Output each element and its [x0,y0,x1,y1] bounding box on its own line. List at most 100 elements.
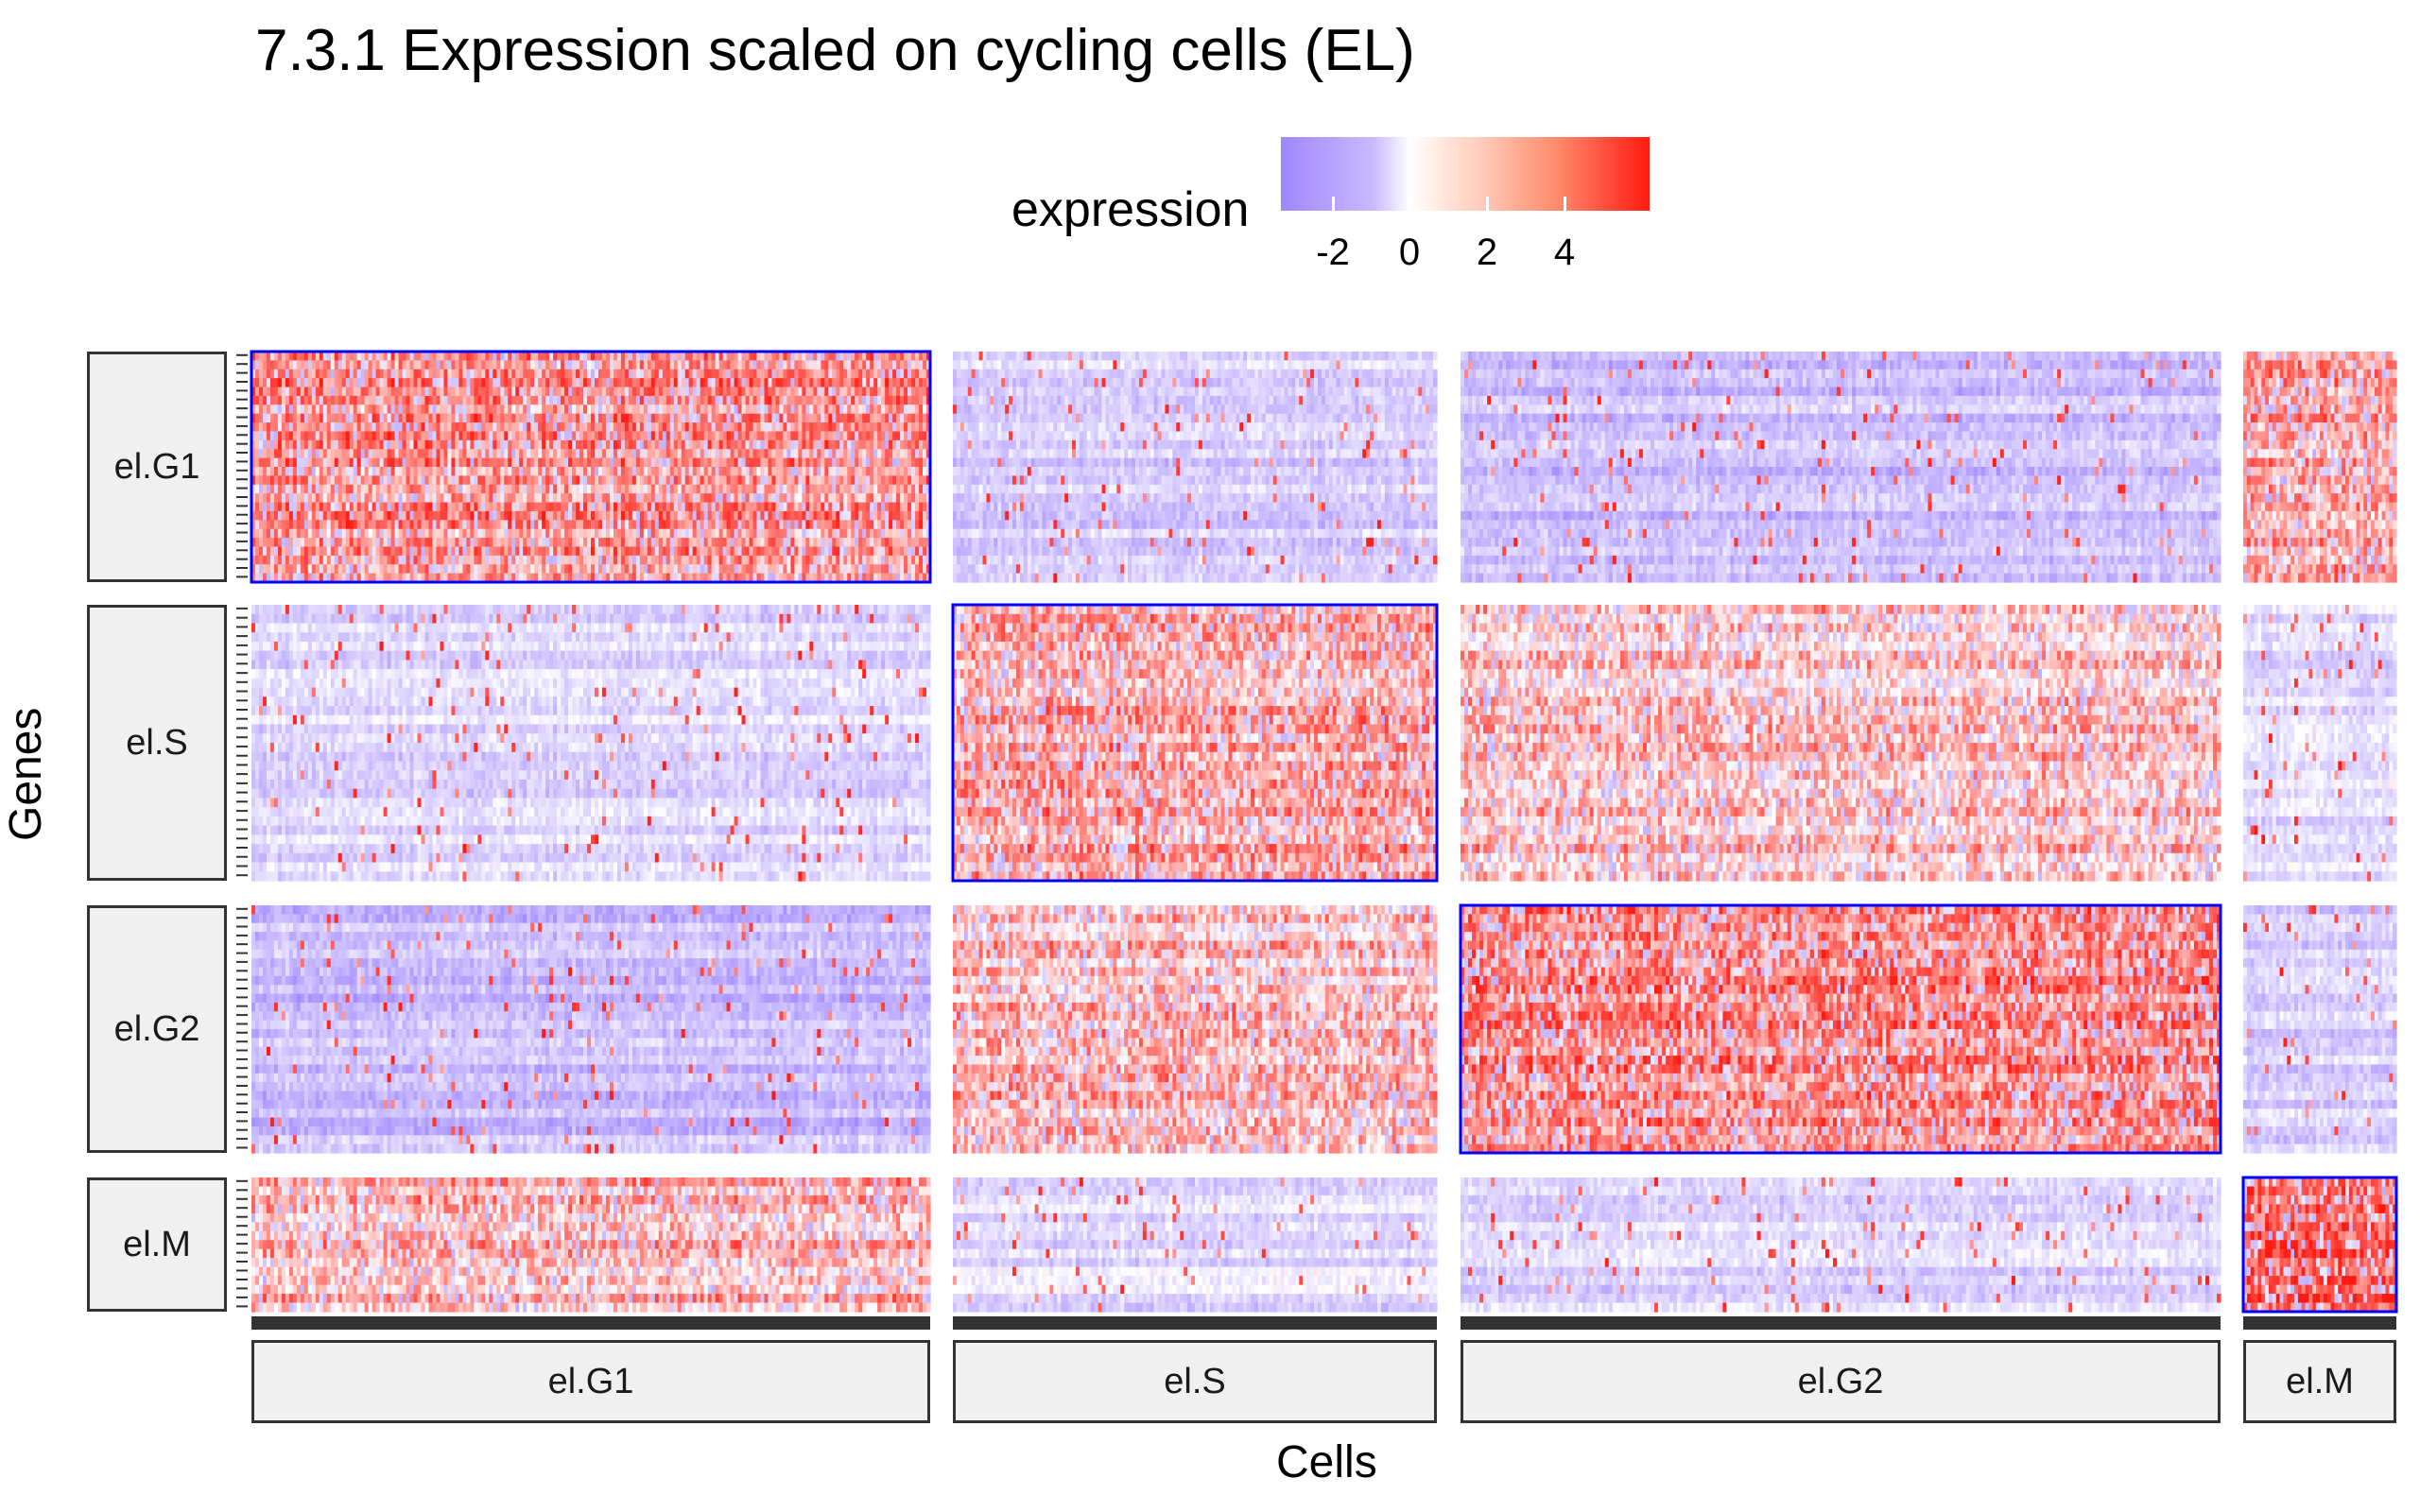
heatmap-cell [477,529,482,539]
heatmap-cell [282,511,286,521]
heatmap-cell [489,360,493,369]
heatmap-cell [451,422,456,432]
heatmap-cell [282,485,286,494]
heatmap-cell [511,538,516,547]
heatmap-cell [312,485,317,494]
heatmap-cell [523,493,527,503]
heatmap-cell [614,414,618,423]
heatmap-cell [474,467,478,476]
heatmap-cell [557,458,562,468]
heatmap-cell [466,546,471,556]
heatmap-cell [376,387,381,397]
heatmap-cell [384,449,389,458]
heatmap-cell [278,546,283,556]
heatmap-cell [270,485,275,494]
heatmap-cell [422,467,426,476]
heatmap-cell [485,369,490,379]
heatmap-cell [519,431,524,440]
heatmap-cell [388,475,392,485]
heatmap-cell [308,556,313,565]
heatmap-cell [338,503,343,512]
heatmap-cell [323,458,328,468]
heatmap-cell [323,546,328,556]
heatmap-cell [331,520,336,529]
heatmap-cell [527,440,531,450]
heatmap-cell [338,404,343,414]
gene-tick [236,363,248,365]
heatmap-cell [500,467,505,476]
heatmap-cell [583,431,588,440]
heatmap-cell [312,404,317,414]
heatmap-cell [504,449,509,458]
heatmap-cell [365,422,370,432]
heatmap-cell [610,529,614,539]
heatmap-cell [436,414,441,423]
heatmap-cell [414,440,419,450]
heatmap-cell [354,546,358,556]
heatmap-cell [568,503,573,512]
heatmap-cell [357,564,362,574]
heatmap-cell [606,360,611,369]
heatmap-cell [485,387,490,397]
heatmap-cell [527,458,531,468]
gene-tick [236,354,248,356]
heatmap-cell [424,511,429,521]
heatmap-cell [606,467,611,476]
heatmap-cell [579,538,584,547]
heatmap-cell [361,503,366,512]
heatmap-cell [346,422,351,432]
heatmap-cell [527,529,531,539]
heatmap-cell [399,485,404,494]
heatmap-cell [267,431,271,440]
heatmap-cell [399,440,404,450]
heatmap-cell [357,529,362,539]
heatmap-cell [451,458,456,468]
heatmap-cell [598,564,603,574]
heatmap-cell [270,529,275,539]
heatmap-cell [534,520,539,529]
heatmap-cell [350,431,354,440]
heatmap-cell [545,360,550,369]
heatmap-cell [606,431,611,440]
heatmap-cell [591,503,596,512]
heatmap-cell [350,556,354,565]
heatmap-cell [564,503,569,512]
heatmap-cell [312,449,317,458]
heatmap-cell [395,503,400,512]
heatmap-cell [369,564,373,574]
heatmap-cell [579,422,584,432]
heatmap-cell [470,378,475,387]
heatmap-cell [342,378,347,387]
heatmap-cell [466,556,471,565]
heatmap-cell [614,449,618,458]
heatmap-cell [519,538,524,547]
heatmap-cell [561,369,565,379]
heatmap-cell [614,467,618,476]
heatmap-cell [496,556,501,565]
heatmap-cell [602,485,607,494]
heatmap-cell [511,475,516,485]
gene-tick [236,443,248,445]
heatmap-cell [346,520,351,529]
heatmap-cell [587,564,592,574]
heatmap-cell [342,369,347,379]
heatmap-cell [455,369,459,379]
heatmap-cell [278,538,283,547]
heatmap-cell [553,529,558,539]
heatmap-cell [323,538,328,547]
heatmap-cell [583,414,588,423]
heatmap-cell [534,564,539,574]
heatmap-cell [598,529,603,539]
heatmap-cell [572,431,577,440]
heatmap-cell [338,556,343,565]
heatmap-cell [323,449,328,458]
heatmap-cell [369,360,373,369]
heatmap-cell [346,396,351,405]
heatmap-cell [428,475,433,485]
heatmap-cell [285,396,290,405]
heatmap-cell [346,493,351,503]
gene-tick [236,434,248,436]
heatmap-cell [372,458,377,468]
heatmap-cell [255,485,260,494]
heatmap-cell [447,556,452,565]
